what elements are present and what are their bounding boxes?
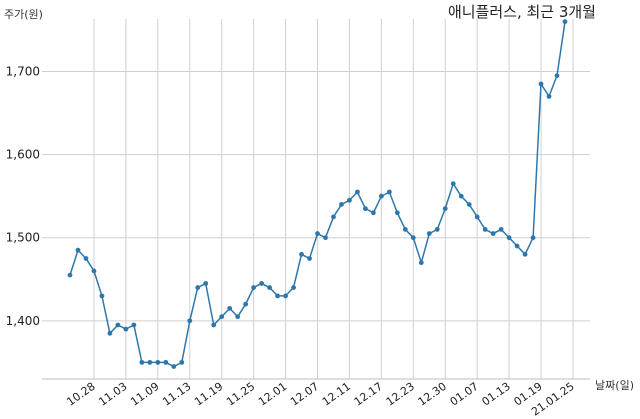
x-tick-label: 11.09	[128, 380, 161, 409]
y-tick-label: 1,600	[6, 148, 40, 162]
x-tick-label: 11.03	[96, 380, 129, 409]
data-point	[203, 281, 209, 286]
data-point	[91, 268, 97, 274]
data-point	[426, 231, 432, 236]
data-point	[402, 227, 408, 232]
x-tick-label: 12.01	[256, 380, 289, 409]
x-tick-label: 12.30	[416, 380, 449, 409]
data-point	[75, 247, 81, 253]
data-point	[123, 326, 129, 332]
data-point	[307, 256, 312, 261]
data-point	[514, 243, 520, 249]
series-line-group	[67, 19, 568, 369]
data-point	[235, 314, 241, 320]
x-tick-label: 01.07	[448, 380, 481, 409]
data-point	[147, 359, 153, 365]
data-point	[378, 193, 384, 199]
x-tick-label: 11.19	[192, 380, 225, 409]
data-point	[347, 197, 352, 203]
data-point	[363, 206, 368, 212]
data-point	[299, 251, 304, 257]
chart-title: 애니플러스, 최근 3개월	[448, 3, 596, 21]
x-tick-label: 12.11	[320, 380, 353, 409]
y-axis-label: 주가(원)	[4, 8, 43, 21]
data-point	[259, 281, 265, 286]
data-point	[355, 189, 360, 195]
data-point	[323, 235, 328, 241]
x-tick-label: 12.17	[352, 380, 385, 409]
data-point	[434, 227, 440, 232]
data-point	[107, 330, 113, 336]
data-point	[131, 322, 137, 328]
data-point	[83, 256, 89, 261]
data-point	[522, 251, 528, 257]
data-point	[466, 202, 472, 207]
data-point	[498, 227, 504, 232]
data-point	[394, 210, 400, 216]
data-point	[251, 285, 257, 290]
data-point	[275, 293, 280, 299]
x-axis-label: 날짜(일)	[595, 378, 634, 392]
data-point	[211, 322, 217, 328]
data-point	[155, 359, 161, 365]
data-point	[291, 285, 296, 290]
data-point	[283, 293, 288, 299]
y-tick-label: 1,400	[6, 314, 40, 328]
data-point	[115, 322, 121, 328]
data-point	[163, 359, 169, 365]
data-point	[538, 81, 544, 87]
data-point	[67, 272, 73, 278]
data-point	[530, 235, 536, 241]
data-point	[187, 318, 193, 324]
data-point	[482, 227, 488, 232]
data-point	[546, 94, 552, 99]
x-tick-label: 12.07	[288, 380, 321, 409]
data-point	[458, 193, 464, 199]
data-point	[243, 301, 249, 307]
data-point	[554, 73, 560, 79]
x-tick-label: 01.13	[480, 380, 513, 409]
data-point	[219, 314, 225, 320]
grid	[42, 19, 590, 379]
data-point	[315, 231, 320, 236]
data-point	[179, 359, 185, 365]
y-tick-labels: 1,400 1,500 1,600 1,700	[6, 64, 40, 327]
data-point	[339, 202, 344, 207]
data-point	[370, 210, 376, 216]
x-tick-label: 11.25	[224, 380, 257, 409]
data-point	[418, 260, 424, 266]
x-tick-labels: 10.2811.0311.0911.1311.1911.2512.0112.07…	[64, 380, 576, 419]
data-point	[171, 364, 177, 369]
x-tick-label: 10.28	[64, 380, 97, 409]
x-tick-label: 11.13	[160, 380, 193, 409]
y-tick-label: 1,500	[6, 231, 40, 245]
data-point	[386, 189, 392, 195]
data-point	[474, 214, 480, 220]
data-point	[139, 359, 145, 365]
data-point	[227, 305, 233, 311]
data-point	[442, 206, 448, 212]
x-tick-label: 12.23	[384, 380, 417, 409]
data-point	[195, 285, 201, 290]
data-point	[410, 235, 416, 241]
data-point	[99, 293, 105, 299]
data-point	[450, 181, 456, 187]
data-point	[506, 235, 512, 241]
data-point	[267, 285, 272, 290]
data-point	[331, 214, 336, 220]
data-point	[562, 19, 568, 25]
y-tick-label: 1,700	[6, 64, 40, 78]
data-point	[490, 231, 496, 236]
